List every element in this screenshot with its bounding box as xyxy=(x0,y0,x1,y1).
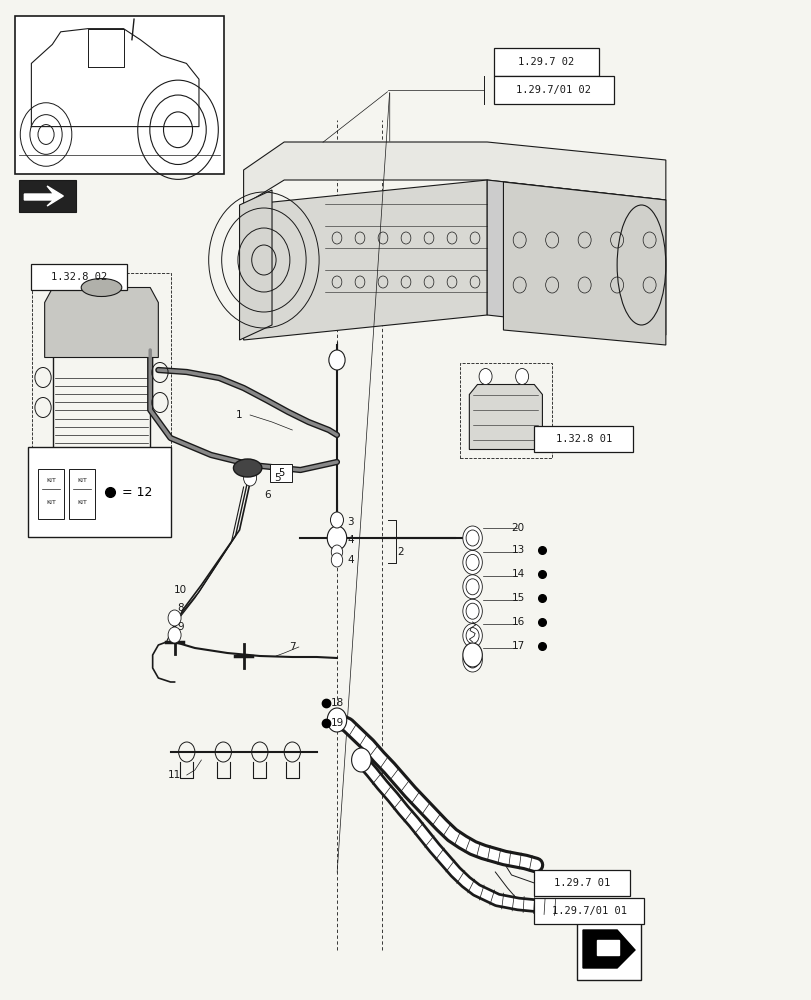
Polygon shape xyxy=(239,190,272,340)
Polygon shape xyxy=(469,385,542,450)
Text: 11: 11 xyxy=(168,770,181,780)
FancyBboxPatch shape xyxy=(576,920,641,980)
FancyBboxPatch shape xyxy=(15,16,224,174)
FancyBboxPatch shape xyxy=(269,464,292,482)
Polygon shape xyxy=(487,180,665,335)
FancyBboxPatch shape xyxy=(534,870,629,896)
FancyBboxPatch shape xyxy=(31,264,127,290)
FancyBboxPatch shape xyxy=(534,898,643,924)
Circle shape xyxy=(462,550,482,574)
Polygon shape xyxy=(24,186,63,206)
Text: 1.29.7/01 01: 1.29.7/01 01 xyxy=(551,906,626,916)
Text: 19: 19 xyxy=(330,718,343,728)
Text: 4: 4 xyxy=(347,555,354,565)
Polygon shape xyxy=(582,930,634,968)
Circle shape xyxy=(328,350,345,370)
Text: 2: 2 xyxy=(397,547,403,557)
Circle shape xyxy=(515,368,528,384)
FancyBboxPatch shape xyxy=(19,180,75,212)
Circle shape xyxy=(462,575,482,599)
Polygon shape xyxy=(45,288,158,358)
Circle shape xyxy=(478,368,491,384)
Text: 17: 17 xyxy=(511,641,524,651)
Circle shape xyxy=(330,512,343,528)
Polygon shape xyxy=(243,142,665,205)
Text: 1.32.8 01: 1.32.8 01 xyxy=(555,434,611,444)
Circle shape xyxy=(351,748,371,772)
Text: KIT: KIT xyxy=(77,500,87,505)
Text: KIT: KIT xyxy=(46,500,56,505)
Ellipse shape xyxy=(233,459,261,477)
Text: 1.32.8 02: 1.32.8 02 xyxy=(50,272,107,282)
Polygon shape xyxy=(596,940,618,955)
Circle shape xyxy=(462,624,482,648)
Circle shape xyxy=(168,610,181,626)
Circle shape xyxy=(331,553,342,567)
Text: 9: 9 xyxy=(177,622,183,632)
Circle shape xyxy=(243,470,256,486)
Text: = 12: = 12 xyxy=(122,486,152,498)
Text: 4: 4 xyxy=(347,535,354,545)
Ellipse shape xyxy=(81,278,122,296)
Text: 15: 15 xyxy=(511,593,524,603)
Text: 6: 6 xyxy=(264,490,271,500)
Ellipse shape xyxy=(53,483,150,503)
Text: 5: 5 xyxy=(274,473,281,483)
FancyBboxPatch shape xyxy=(493,76,613,104)
Text: 16: 16 xyxy=(511,617,524,627)
Text: 18: 18 xyxy=(330,698,343,708)
Circle shape xyxy=(331,545,342,559)
Text: 20: 20 xyxy=(511,523,524,533)
Circle shape xyxy=(462,599,482,623)
Text: 1.29.7 02: 1.29.7 02 xyxy=(517,57,574,67)
Polygon shape xyxy=(243,180,487,340)
FancyBboxPatch shape xyxy=(28,447,170,537)
FancyBboxPatch shape xyxy=(534,426,633,452)
Circle shape xyxy=(168,627,181,643)
Text: 8: 8 xyxy=(177,603,183,613)
Text: 1.29.7/01 02: 1.29.7/01 02 xyxy=(516,85,590,95)
Circle shape xyxy=(462,648,482,672)
Text: 1.29.7 01: 1.29.7 01 xyxy=(553,878,610,888)
Text: KIT: KIT xyxy=(46,479,56,484)
Polygon shape xyxy=(503,182,665,345)
Text: 5: 5 xyxy=(277,468,284,478)
Circle shape xyxy=(327,708,346,732)
Text: 1: 1 xyxy=(236,410,242,420)
Text: 7: 7 xyxy=(289,642,295,652)
Text: 13: 13 xyxy=(511,545,524,555)
Text: 10: 10 xyxy=(174,585,187,595)
Circle shape xyxy=(327,526,346,550)
Text: 14: 14 xyxy=(511,569,524,579)
FancyBboxPatch shape xyxy=(493,48,599,76)
Text: KIT: KIT xyxy=(77,479,87,484)
Circle shape xyxy=(462,526,482,550)
Text: 3: 3 xyxy=(347,517,354,527)
Circle shape xyxy=(462,643,482,667)
FancyBboxPatch shape xyxy=(38,469,64,519)
FancyBboxPatch shape xyxy=(69,469,95,519)
